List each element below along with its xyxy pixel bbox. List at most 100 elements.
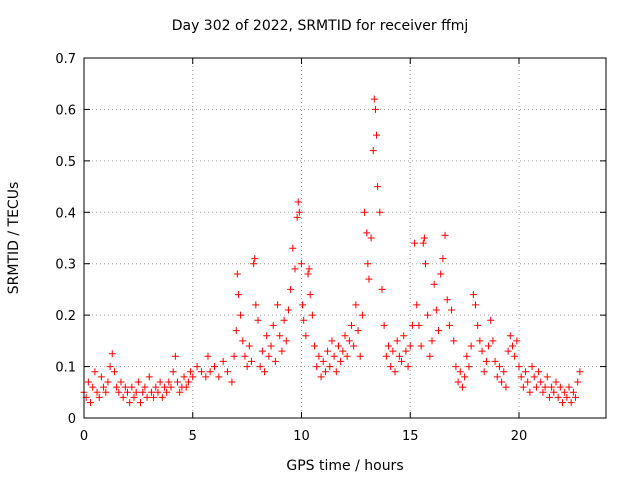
data-point [545,393,553,401]
data-point [306,291,314,299]
data-point [472,301,479,309]
data-point [132,388,140,396]
data-point [413,301,421,309]
data-point [522,368,530,376]
data-point [280,316,288,324]
data-point [197,368,205,376]
y-tick-label: 0.4 [55,206,76,221]
data-point [247,357,255,365]
data-point [452,363,460,371]
data-point [389,347,397,355]
data-point [87,399,95,407]
data-point [415,321,423,329]
data-point [180,373,188,381]
data-point [202,373,210,381]
data-point [245,342,253,350]
data-point [365,275,373,283]
data-point [400,332,408,340]
data-point [150,393,158,401]
y-tick-label: 0.7 [55,52,76,67]
data-point [334,342,342,350]
data-point [256,363,264,371]
data-point [282,337,290,345]
data-point [167,383,175,391]
data-point [420,234,428,242]
data-point [364,260,372,268]
data-point [393,337,401,345]
data-point [569,388,577,396]
data-point [261,368,269,376]
data-point [506,332,514,340]
data-point [417,342,425,350]
y-tick-label: 0.3 [55,258,76,273]
data-point [559,399,566,407]
data-point [526,388,534,396]
x-axis-label: GPS time / hours [286,458,404,474]
data-point [239,337,247,345]
data-point [119,393,127,401]
data-point [576,368,584,376]
data-point [174,378,182,386]
data-point [517,373,525,381]
data-point [419,239,427,247]
data-point [326,363,334,371]
y-tick-label: 0.6 [55,103,76,118]
y-tick-label: 0.1 [55,361,76,376]
data-point [476,337,484,345]
data-point [439,255,447,263]
plot-frame [83,57,607,419]
data-point [437,270,445,278]
data-point [398,357,406,365]
data-point [498,378,506,386]
data-point [374,183,382,191]
data-point [495,363,503,371]
data-point [465,363,473,371]
data-point [189,373,197,381]
data-point [137,399,145,407]
data-point [411,239,419,247]
data-point [276,332,284,340]
data-point [295,208,303,216]
data-point [354,327,362,335]
data-point [356,352,364,360]
data-point [537,378,545,386]
data-point [274,301,282,309]
x-tick-label: 10 [293,429,310,444]
data-point [367,234,375,242]
data-point [532,383,540,391]
data-point [117,378,125,386]
data-point [147,388,155,396]
data-point [493,373,501,381]
data-point [370,95,378,103]
data-point [385,342,392,350]
data-point [110,368,118,376]
data-point [528,363,536,371]
data-point [421,260,429,268]
data-point [445,321,453,329]
data-point [271,357,279,365]
data-point [391,368,399,376]
data-point [343,352,351,360]
data-point [358,311,366,319]
data-point [100,383,108,391]
data-point [556,383,564,391]
data-point [485,342,493,350]
data-point [97,373,105,381]
data-point [305,265,313,273]
data-point [278,347,286,355]
data-point [535,368,543,376]
data-point [233,270,241,278]
data-point [284,306,292,314]
data-point [219,357,227,365]
data-point [84,378,92,386]
data-point [130,393,138,401]
data-point [91,368,99,376]
data-point [113,383,121,391]
data-point [408,321,416,329]
data-point [482,357,490,365]
data-point [108,350,116,358]
x-tick-label: 5 [189,429,197,444]
data-point [361,208,369,216]
data-point [441,231,449,239]
data-point [124,388,131,396]
